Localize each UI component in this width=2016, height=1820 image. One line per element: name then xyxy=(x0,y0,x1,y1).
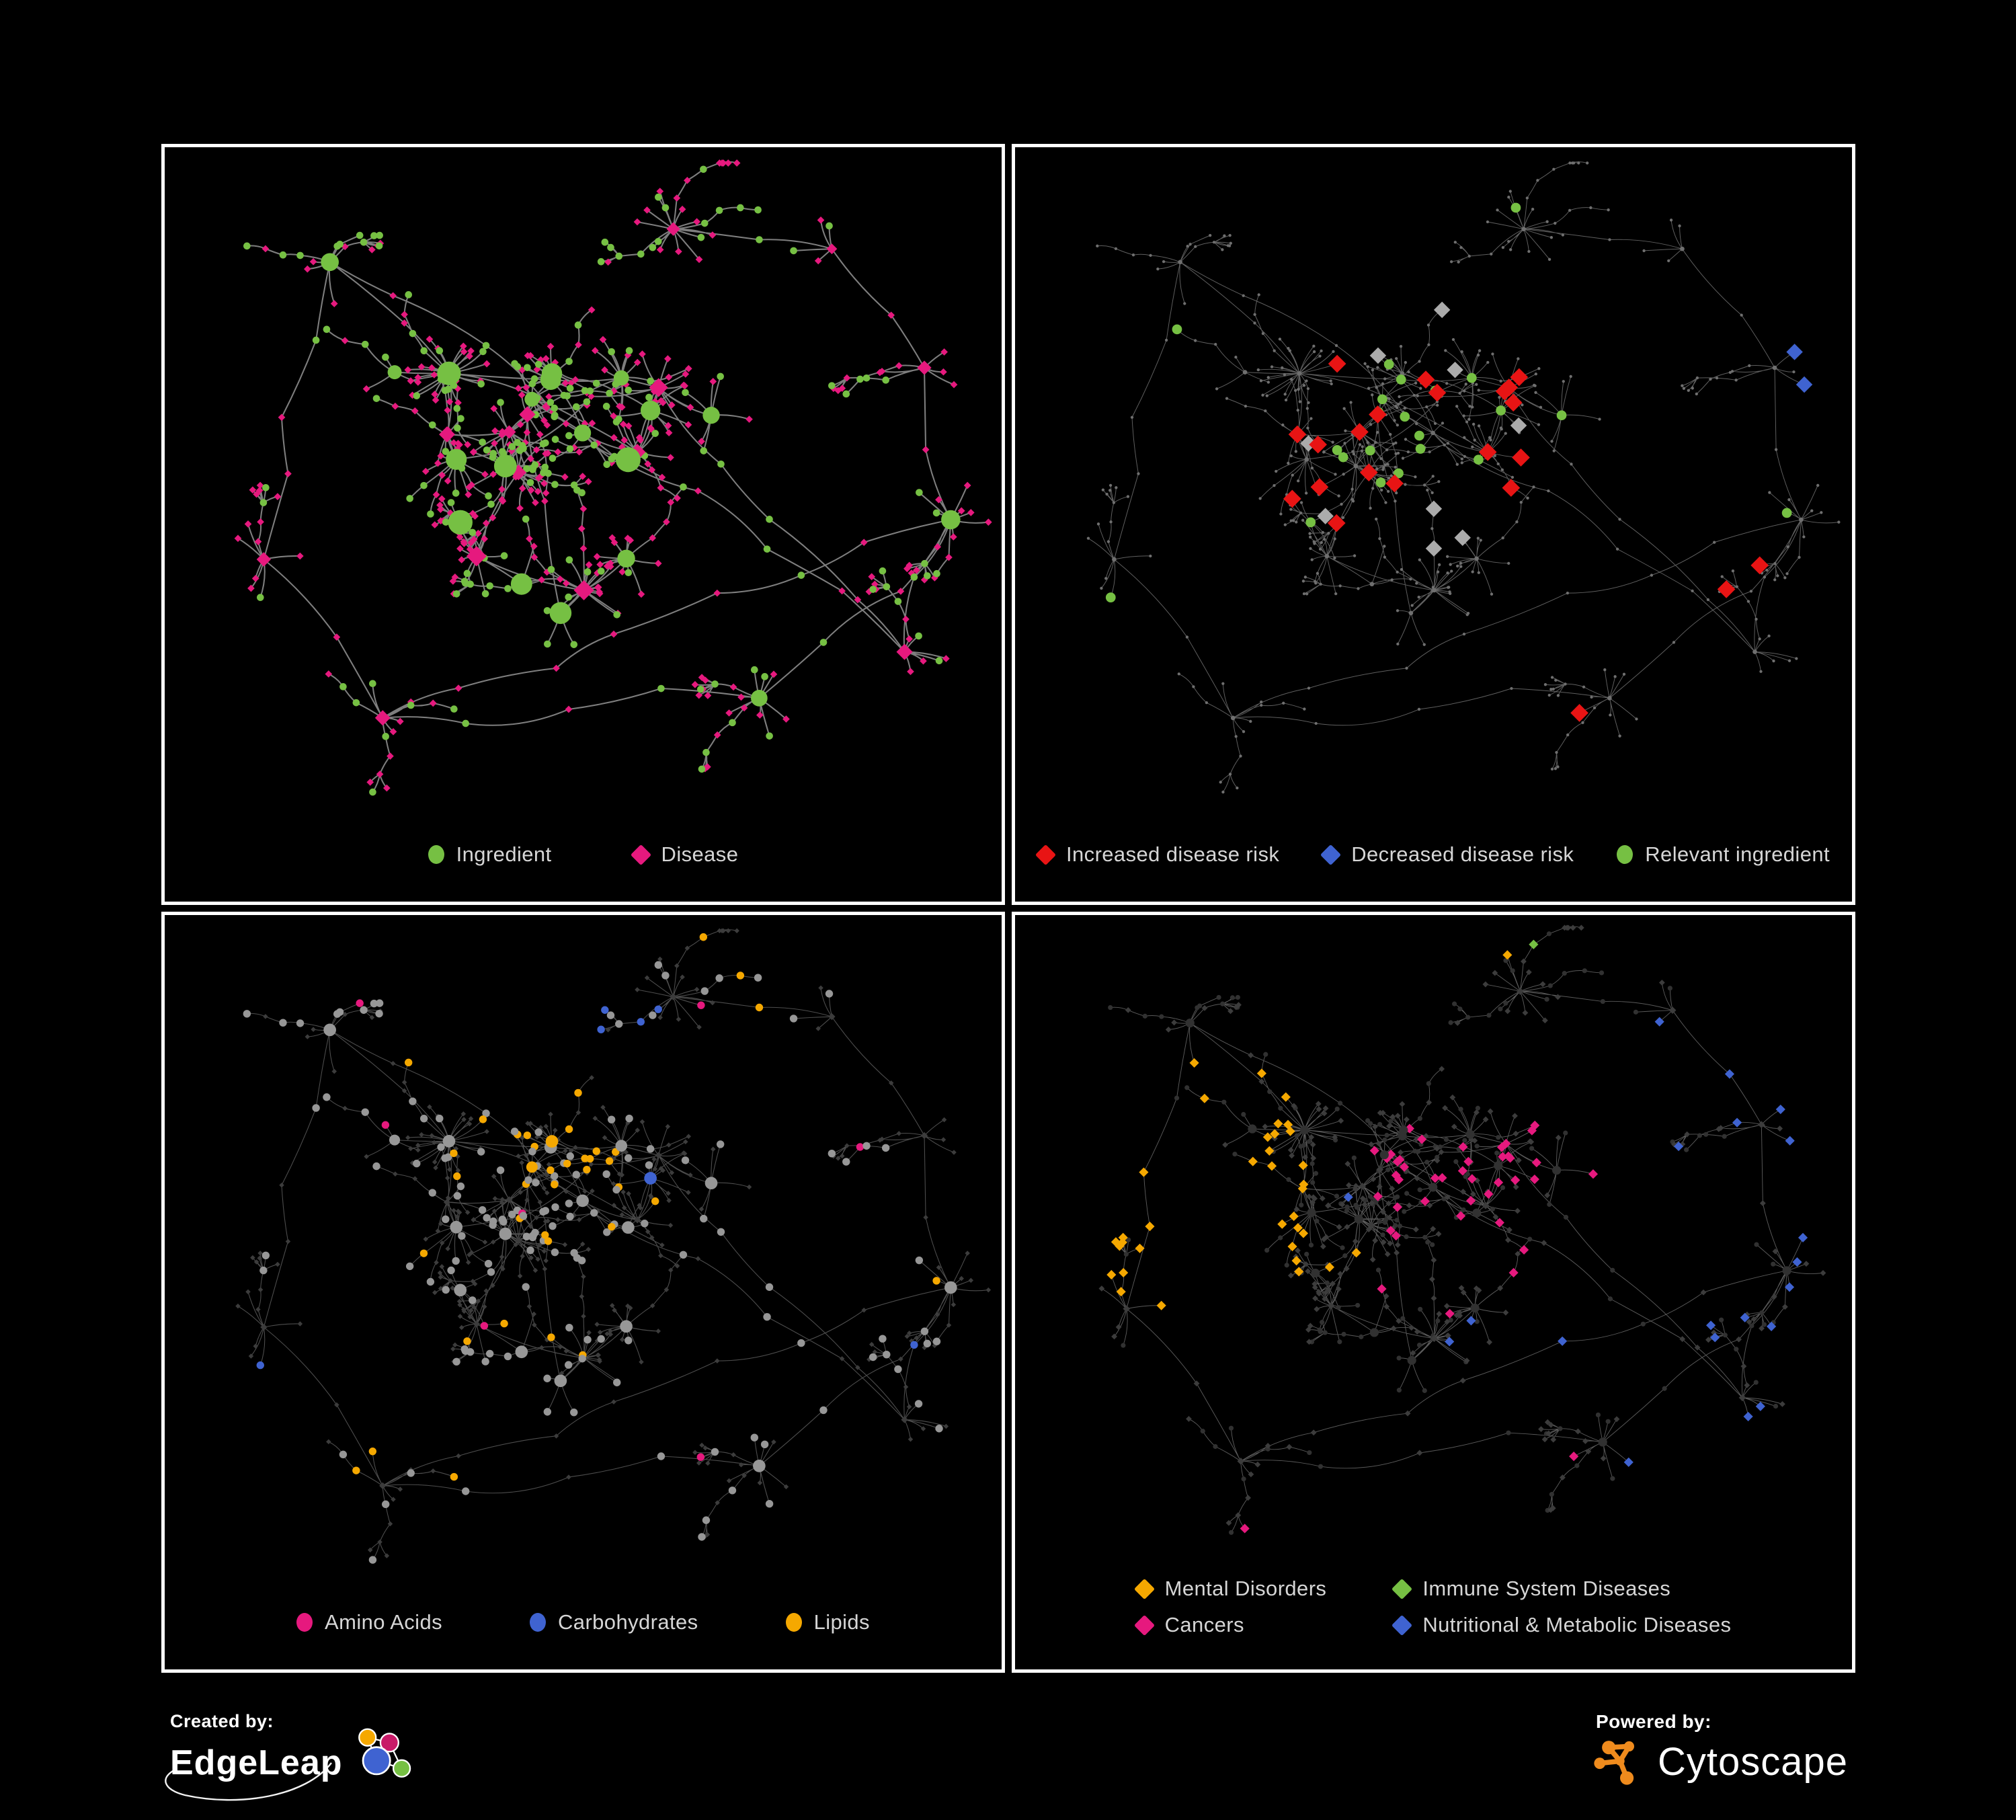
legend-item: Nutritional & Metabolic Diseases xyxy=(1392,1613,1732,1637)
legend-marker-diamond-icon xyxy=(1133,1578,1155,1599)
legend-disease-classes: Mental Disorders Immune System Diseases Ca… xyxy=(1015,1556,1852,1669)
legend-marker-diamond-icon xyxy=(1320,844,1342,865)
legend-item: Cancers xyxy=(1133,1613,1327,1637)
legend-marker-circle-icon xyxy=(1617,845,1634,864)
legend-item: Carbohydrates xyxy=(530,1610,698,1634)
network-graph-ingredient-disease xyxy=(234,159,992,796)
legend-label: Disease xyxy=(661,842,739,866)
cytoscape-wordmark: Cytoscape xyxy=(1657,1740,1848,1784)
panel-disease-classes: Mental Disorders Immune System Diseases Ca… xyxy=(1012,912,1855,1673)
legend-marker-diamond-icon xyxy=(1035,844,1057,865)
legend-label: Cancers xyxy=(1164,1613,1244,1636)
legend-label: Immune System Diseases xyxy=(1422,1577,1671,1600)
legend-marker-circle-icon xyxy=(428,845,444,864)
cytoscape-logo-icon xyxy=(1594,1741,1634,1785)
legend-label: Ingredient xyxy=(456,842,552,866)
legend-ingredient-disease: Ingredient Disease xyxy=(165,820,1002,902)
legend-marker-circle-icon xyxy=(785,1613,802,1632)
figure-grid: Ingredient Disease Increased disease risk… xyxy=(161,144,1855,1673)
legend-item: Disease xyxy=(630,842,739,867)
edgeleap-logo-icon xyxy=(358,1728,411,1778)
legend-marker-diamond-icon xyxy=(1392,1614,1413,1636)
panel-ingredient-disease: Ingredient Disease xyxy=(161,144,1005,905)
panel-disease-risk: Increased disease risk Decreased disease … xyxy=(1012,144,1855,905)
powered-by-label: Powered by: xyxy=(1595,1711,1711,1732)
legend-marker-diamond-icon xyxy=(630,844,651,865)
legend-marker-diamond-icon xyxy=(1392,1578,1413,1599)
legend-item: Amino Acids xyxy=(296,1610,442,1634)
network-graph-disease-risk xyxy=(1086,161,1841,794)
cytoscape-credit: Powered by: Cytoscape xyxy=(1592,1711,1848,1790)
legend-item: Relevant ingredient xyxy=(1617,842,1830,867)
legend-marker-diamond-icon xyxy=(1133,1614,1155,1636)
panel-ingredient-classes: Amino Acids Carbohydrates Lipids xyxy=(161,912,1005,1673)
legend-label: Carbohydrates xyxy=(558,1610,698,1634)
legend-item: Immune System Diseases xyxy=(1392,1577,1731,1601)
legend-item: Ingredient xyxy=(428,842,552,867)
legend-item: Mental Disorders xyxy=(1133,1577,1327,1601)
legend-label: Relevant ingredient xyxy=(1645,842,1830,866)
legend-label: Amino Acids xyxy=(325,1610,443,1634)
legend-label: Lipids xyxy=(813,1610,870,1634)
legend-marker-circle-icon xyxy=(530,1613,547,1632)
legend-item: Decreased disease risk xyxy=(1320,842,1574,867)
legend-marker-circle-icon xyxy=(296,1613,313,1632)
legend-disease-risk: Increased disease risk Decreased disease … xyxy=(1015,820,1852,902)
edgeleap-credit: Created by: EdgeLeap xyxy=(165,1711,419,1801)
legend-item: Increased disease risk xyxy=(1035,842,1280,867)
legend-label: Decreased disease risk xyxy=(1351,842,1574,866)
created-by-label: Created by: xyxy=(170,1711,274,1731)
legend-ingredient-classes: Amino Acids Carbohydrates Lipids xyxy=(165,1587,1002,1669)
network-graph-ingredient-classes xyxy=(235,928,992,1564)
legend-label: Mental Disorders xyxy=(1164,1577,1327,1600)
legend-item: Lipids xyxy=(785,1610,870,1634)
legend-label: Increased disease risk xyxy=(1066,842,1280,866)
network-graph-disease-classes xyxy=(1098,924,1826,1535)
edgeleap-wordmark: EdgeLeap xyxy=(170,1743,343,1782)
legend-label: Nutritional & Metabolic Diseases xyxy=(1422,1613,1732,1636)
